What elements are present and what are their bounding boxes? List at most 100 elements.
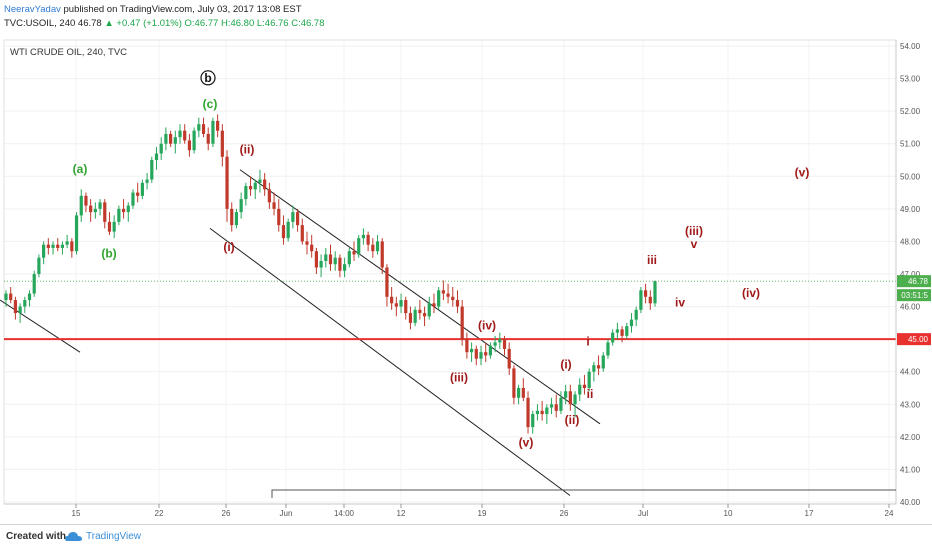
- candle-body: [192, 130, 196, 151]
- candle-body: [84, 195, 88, 206]
- candle-body: [404, 300, 408, 314]
- y-tick-label: 46.00: [900, 303, 921, 312]
- candle-body: [51, 244, 55, 248]
- candle-body: [225, 156, 229, 209]
- candle-body: [46, 244, 50, 248]
- trend-lines: [0, 169, 601, 496]
- candle-body: [413, 309, 417, 323]
- candle-body: [319, 260, 323, 268]
- candle-body: [169, 133, 173, 144]
- candle-body: [173, 137, 177, 144]
- candle-body: [56, 244, 60, 248]
- x-tick-label: 22: [155, 509, 164, 518]
- wave-label: (c): [203, 97, 218, 111]
- candle-body: [460, 306, 464, 340]
- candle-body: [310, 244, 314, 252]
- candle-body: [432, 303, 436, 307]
- y-tick-label: 42.00: [900, 433, 921, 442]
- candle-body: [615, 329, 619, 333]
- candle-body: [451, 296, 455, 301]
- support-line: [4, 280, 896, 341]
- y-tick-label: 53.00: [900, 75, 921, 84]
- price-change: +0.47 (+1.01%): [116, 18, 182, 29]
- candle-body: [79, 195, 83, 216]
- x-tick-label: 12: [397, 509, 406, 518]
- trend-line: [239, 169, 601, 425]
- price-axis[interactable]: 54.00 53.00 52.00 51.00 50.00 49.00 48.00 47.00…: [900, 42, 921, 507]
- candle-body: [295, 212, 300, 226]
- candle-body: [74, 215, 79, 252]
- candle-body: [32, 274, 36, 294]
- candle-body: [648, 296, 652, 304]
- candle-body: [277, 208, 281, 226]
- candle-body: [89, 205, 93, 213]
- countdown-tag: 03:51:5: [901, 291, 928, 300]
- wave-label: (ii): [240, 142, 255, 156]
- candle-body: [625, 326, 629, 336]
- candle-body: [352, 251, 356, 255]
- candle-body: [211, 120, 215, 144]
- wave-label: (a): [73, 162, 88, 176]
- candle-body: [639, 290, 643, 310]
- candle-body: [267, 189, 271, 203]
- wave-label: (iii): [450, 370, 468, 384]
- wave-label: ii: [587, 387, 594, 401]
- candle-body: [253, 182, 257, 190]
- time-axis[interactable]: 15 22 26 Jun 14:00 12 19 26 Jul 10 17 24: [72, 504, 894, 518]
- candle-body: [441, 290, 445, 294]
- candle-body: [531, 414, 535, 428]
- candle-body: [568, 391, 572, 405]
- wave-label: (b): [101, 247, 116, 261]
- tradingview-brand[interactable]: TradingView: [86, 531, 142, 542]
- price-chart[interactable]: WTI CRUDE OIL, 240, TVC b (c) (a) (b) (ii) (i…: [0, 36, 932, 524]
- wave-label: (i): [560, 357, 571, 371]
- candle-body: [488, 345, 492, 356]
- candle-body: [27, 293, 32, 301]
- x-tick-label: Jul: [638, 509, 648, 518]
- price-tag-bg: [897, 275, 931, 288]
- candle-body: [634, 309, 638, 320]
- candle-body: [131, 192, 135, 206]
- candle-body: [521, 388, 525, 398]
- candle-body: [324, 254, 328, 261]
- candle-body: [281, 225, 286, 239]
- candle-body: [9, 293, 13, 301]
- candle-body: [42, 244, 46, 258]
- ohlc-values: O:46.77 H:46.80 L:46.76 C:46.78: [184, 18, 325, 29]
- candle-body: [187, 140, 192, 151]
- candle-body: [498, 339, 502, 343]
- candle-body: [159, 143, 163, 154]
- candle-body: [427, 303, 431, 317]
- candle-body: [507, 348, 511, 369]
- price-tags: 46.78 03:51:5 45.00: [897, 275, 931, 346]
- candle-body: [98, 202, 102, 209]
- candle-body: [23, 300, 27, 307]
- footer: Created with TradingView: [0, 524, 932, 551]
- x-tick-label: 26: [560, 509, 569, 518]
- author-link[interactable]: NeeravYadav: [4, 4, 61, 15]
- candle-body: [333, 257, 337, 265]
- candle-body: [263, 179, 267, 190]
- wave-label: (iii): [685, 224, 703, 238]
- candle-body: [366, 234, 370, 245]
- candle-body: [493, 342, 497, 346]
- candle-body: [197, 124, 201, 131]
- y-tick-label: 52.00: [900, 107, 921, 116]
- candle-body: [371, 244, 375, 252]
- candle-body: [517, 388, 521, 398]
- x-tick-label: 15: [72, 509, 81, 518]
- candle-body: [220, 130, 224, 157]
- candle-body: [620, 329, 624, 336]
- candle-body: [37, 257, 41, 274]
- y-tick-label: 40.00: [900, 498, 921, 507]
- candle-body: [140, 182, 144, 196]
- candle-body: [394, 303, 398, 307]
- published-text: published on TradingView.com, July 03, 2…: [63, 4, 302, 15]
- candle-body: [234, 212, 239, 226]
- candle-body: [437, 290, 441, 307]
- chart-title: WTI CRUDE OIL, 240, TVC: [10, 47, 127, 58]
- x-tick-label: 19: [478, 509, 487, 518]
- y-tick-label: 43.00: [900, 400, 921, 409]
- candle-body: [582, 384, 587, 388]
- trend-line: [209, 227, 571, 496]
